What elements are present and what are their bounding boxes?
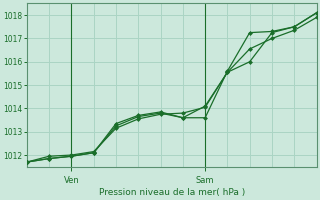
- X-axis label: Pression niveau de la mer( hPa ): Pression niveau de la mer( hPa ): [99, 188, 245, 197]
